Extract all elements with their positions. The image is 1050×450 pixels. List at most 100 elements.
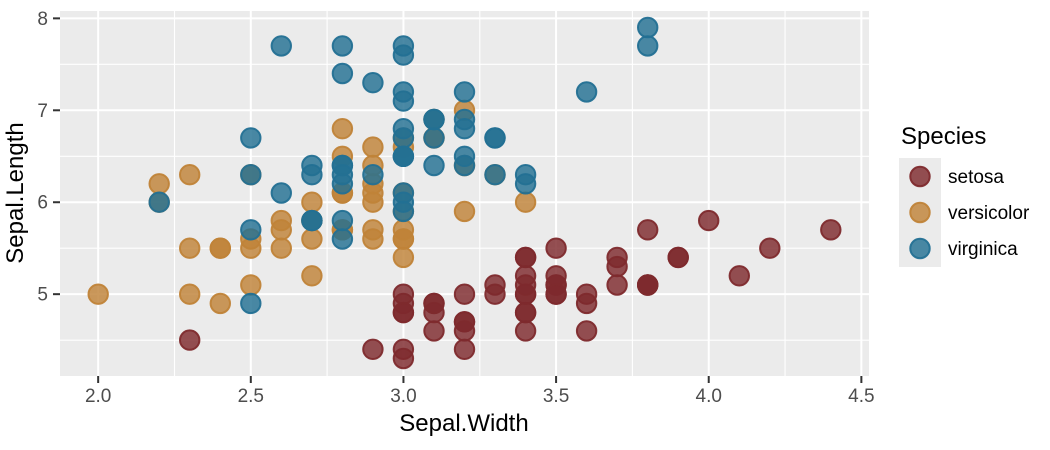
legend-key-versicolor-icon bbox=[909, 201, 931, 224]
data-point-virginica bbox=[240, 292, 262, 315]
data-point-setosa bbox=[514, 274, 537, 296]
data-point-virginica bbox=[637, 35, 659, 57]
data-point-setosa bbox=[606, 255, 628, 278]
legend-label-virginica: virginica bbox=[948, 239, 1018, 260]
data-point-virginica bbox=[392, 127, 415, 149]
data-point-versicolor bbox=[179, 283, 201, 305]
data-point-virginica bbox=[270, 182, 292, 204]
x-axis: 2.0 2.5 3.0 3.5 4.0 4.5 bbox=[85, 376, 875, 407]
data-point-virginica bbox=[484, 127, 506, 149]
data-point-setosa bbox=[392, 301, 415, 324]
data-point-setosa bbox=[820, 219, 842, 241]
data-point-virginica bbox=[423, 127, 445, 149]
data-point-setosa bbox=[514, 301, 537, 324]
legend-key-virginica-icon bbox=[909, 237, 931, 260]
data-point-virginica bbox=[331, 62, 354, 85]
data-point-virginica bbox=[514, 173, 537, 195]
data-point-virginica bbox=[392, 81, 415, 103]
data-point-setosa bbox=[362, 338, 384, 360]
data-point-virginica bbox=[270, 35, 292, 57]
data-point-setosa bbox=[606, 274, 628, 296]
legend-label-versicolor: versicolor bbox=[948, 203, 1030, 224]
y-tick-label: 6 bbox=[37, 193, 48, 214]
y-tick-label: 7 bbox=[37, 101, 48, 122]
legend: Species setosa versicolor virginica bbox=[899, 123, 1030, 267]
data-point-setosa bbox=[637, 219, 659, 241]
data-point-versicolor bbox=[301, 191, 323, 213]
x-axis-title: Sepal.Width bbox=[399, 410, 528, 437]
data-point-virginica bbox=[423, 108, 445, 131]
data-point-setosa bbox=[637, 274, 659, 296]
data-point-versicolor bbox=[362, 219, 384, 241]
data-point-virginica bbox=[301, 209, 323, 232]
data-point-versicolor bbox=[148, 173, 170, 195]
data-point-virginica bbox=[331, 209, 354, 232]
data-point-versicolor bbox=[209, 237, 232, 259]
data-point-setosa bbox=[484, 283, 506, 305]
data-point-setosa bbox=[545, 283, 567, 305]
data-point-setosa bbox=[392, 283, 415, 305]
data-point-setosa bbox=[423, 292, 445, 315]
data-point-virginica bbox=[331, 228, 354, 250]
data-point-virginica bbox=[484, 164, 506, 186]
data-point-setosa bbox=[728, 265, 750, 287]
data-point-virginica bbox=[362, 164, 384, 186]
data-point-setosa bbox=[575, 292, 598, 315]
data-point-setosa bbox=[453, 320, 476, 342]
x-tick-label: 3.5 bbox=[543, 386, 569, 407]
x-tick-label: 4.5 bbox=[848, 386, 874, 407]
data-point-versicolor bbox=[179, 237, 201, 259]
x-tick-label: 2.5 bbox=[238, 386, 264, 407]
data-point-virginica bbox=[240, 219, 262, 241]
data-point-virginica bbox=[575, 81, 598, 103]
data-point-setosa bbox=[759, 237, 781, 259]
data-point-virginica bbox=[148, 191, 170, 213]
data-point-versicolor bbox=[209, 292, 232, 315]
data-point-versicolor bbox=[453, 200, 476, 223]
data-point-versicolor bbox=[301, 228, 323, 250]
data-point-virginica bbox=[240, 127, 262, 149]
y-axis-title: Sepal.Length bbox=[2, 122, 29, 263]
data-point-versicolor bbox=[331, 118, 354, 140]
data-point-versicolor bbox=[514, 191, 537, 213]
data-point-setosa bbox=[423, 320, 445, 342]
data-point-versicolor bbox=[301, 265, 323, 287]
data-point-setosa bbox=[545, 237, 567, 259]
legend-key-setosa-icon bbox=[909, 165, 931, 188]
data-point-versicolor bbox=[362, 191, 384, 213]
data-point-virginica bbox=[637, 16, 659, 39]
data-point-versicolor bbox=[362, 136, 384, 158]
data-point-virginica bbox=[392, 200, 415, 223]
data-point-setosa bbox=[698, 209, 720, 232]
legend-title: Species bbox=[901, 123, 986, 150]
data-point-virginica bbox=[240, 164, 262, 186]
data-point-versicolor bbox=[392, 219, 415, 241]
data-point-setosa bbox=[179, 329, 201, 351]
data-point-setosa bbox=[453, 283, 476, 305]
y-tick-label: 8 bbox=[37, 9, 48, 30]
data-point-virginica bbox=[331, 35, 354, 57]
data-point-virginica bbox=[453, 154, 476, 177]
data-point-setosa bbox=[575, 320, 598, 342]
data-point-virginica bbox=[362, 72, 384, 94]
data-point-virginica bbox=[301, 164, 323, 186]
data-point-setosa bbox=[545, 265, 567, 287]
data-point-setosa bbox=[514, 246, 537, 269]
data-point-setosa bbox=[392, 338, 415, 360]
data-point-virginica bbox=[453, 118, 476, 140]
data-point-virginica bbox=[423, 154, 445, 177]
data-points-layer bbox=[87, 16, 842, 370]
data-point-versicolor bbox=[392, 246, 415, 269]
data-point-virginica bbox=[331, 164, 354, 186]
x-tick-label: 2.0 bbox=[85, 386, 111, 407]
data-point-versicolor bbox=[240, 237, 262, 259]
data-point-versicolor bbox=[240, 274, 262, 296]
data-point-setosa bbox=[667, 246, 689, 269]
data-point-virginica bbox=[453, 81, 476, 103]
y-axis: 5 6 7 8 bbox=[37, 9, 60, 306]
data-point-versicolor bbox=[87, 283, 109, 305]
x-tick-label: 3.0 bbox=[390, 386, 416, 407]
data-point-versicolor bbox=[270, 209, 292, 232]
y-tick-label: 5 bbox=[37, 285, 48, 306]
